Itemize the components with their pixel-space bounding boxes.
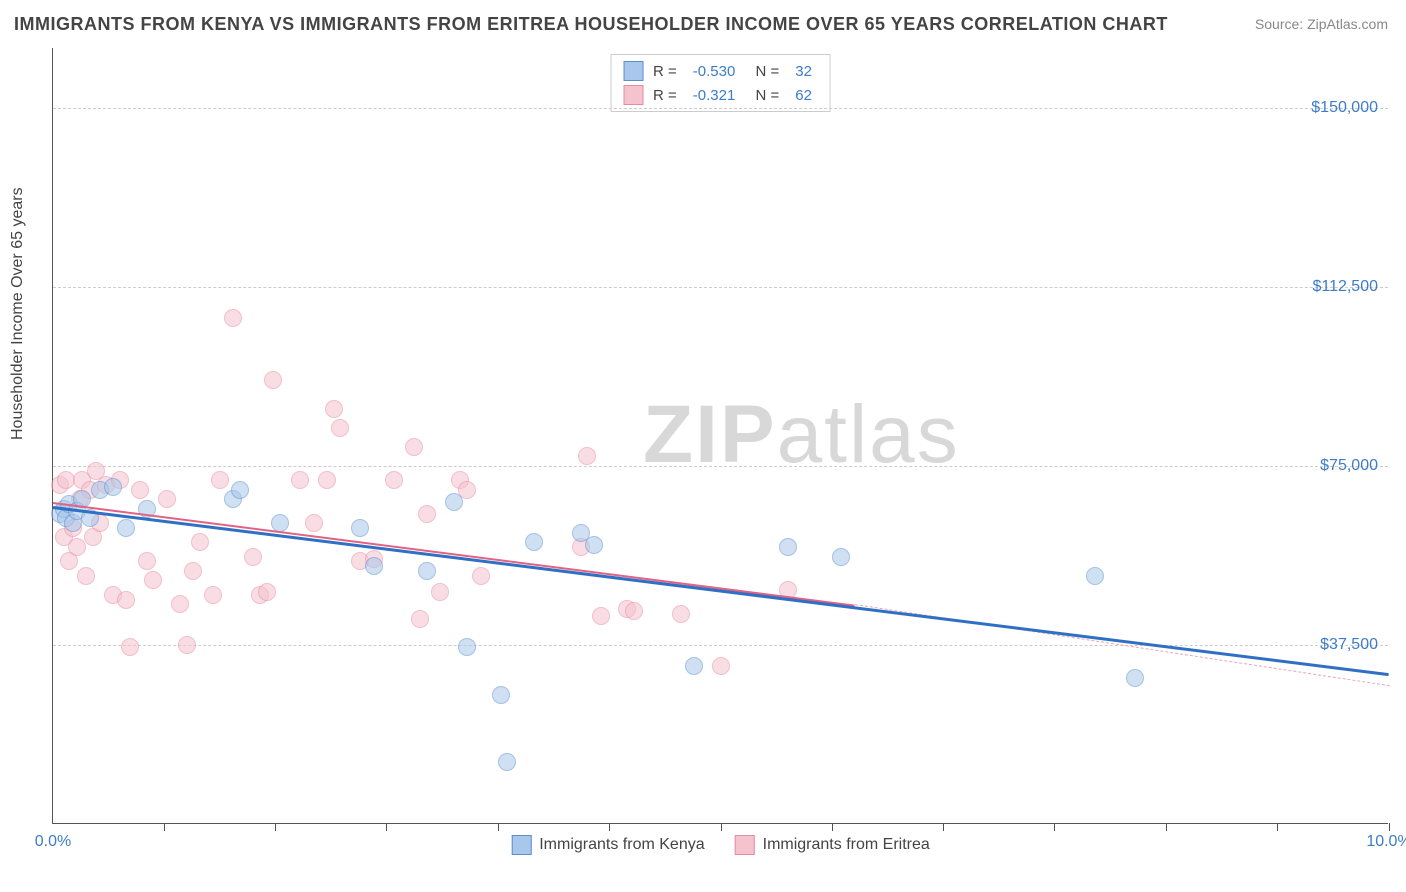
legend-item: Immigrants from Kenya: [511, 835, 704, 855]
data-point: [411, 610, 429, 628]
data-point: [431, 583, 449, 601]
r-value-kenya: -0.530: [687, 63, 742, 80]
x-tick: [1389, 823, 1390, 831]
data-point: [672, 605, 690, 623]
n-value-kenya: 32: [789, 63, 818, 80]
legend-swatch-kenya: [623, 61, 643, 81]
data-point: [318, 471, 336, 489]
x-tick: [609, 823, 610, 831]
correlation-legend: R = -0.530 N = 32 R = -0.321 N = 62: [610, 54, 831, 112]
x-tick: [275, 823, 276, 831]
data-point: [592, 607, 610, 625]
legend-swatch-eritrea: [623, 85, 643, 105]
data-point: [231, 481, 249, 499]
legend-label: Immigrants from Kenya: [539, 836, 704, 854]
gridline: [53, 287, 1388, 288]
x-tick: [1277, 823, 1278, 831]
r-value-eritrea: -0.321: [687, 87, 742, 104]
legend-row-kenya: R = -0.530 N = 32: [623, 59, 818, 83]
y-axis-label: Householder Income Over 65 years: [9, 187, 27, 440]
data-point: [264, 371, 282, 389]
data-point: [331, 419, 349, 437]
chart-container: IMMIGRANTS FROM KENYA VS IMMIGRANTS FROM…: [0, 0, 1406, 892]
data-point: [204, 586, 222, 604]
data-point: [244, 548, 262, 566]
data-point: [158, 490, 176, 508]
data-point: [418, 505, 436, 523]
y-tick-label: $37,500: [1320, 636, 1378, 654]
y-tick-label: $150,000: [1311, 99, 1378, 117]
plot-area: ZIPatlas R = -0.530 N = 32 R = -0.321 N …: [52, 48, 1388, 824]
data-point: [1086, 567, 1104, 585]
data-point: [77, 567, 95, 585]
data-point: [492, 686, 510, 704]
data-point: [578, 447, 596, 465]
legend-label: Immigrants from Eritrea: [763, 836, 930, 854]
data-point: [291, 471, 309, 489]
data-point: [405, 438, 423, 456]
data-point: [385, 471, 403, 489]
data-point: [305, 514, 323, 532]
data-point: [351, 519, 369, 537]
data-point: [211, 471, 229, 489]
x-tick-label: 10.0%: [1366, 833, 1406, 851]
legend-row-eritrea: R = -0.321 N = 62: [623, 83, 818, 107]
x-tick: [943, 823, 944, 831]
data-point: [191, 533, 209, 551]
data-point: [625, 602, 643, 620]
data-point: [171, 595, 189, 613]
data-point: [325, 400, 343, 418]
x-tick: [498, 823, 499, 831]
data-point: [832, 548, 850, 566]
data-point: [138, 552, 156, 570]
x-tick: [721, 823, 722, 831]
data-point: [1126, 669, 1144, 687]
data-point: [131, 481, 149, 499]
series-legend: Immigrants from Kenya Immigrants from Eri…: [511, 835, 930, 855]
gridline: [53, 645, 1388, 646]
data-point: [121, 638, 139, 656]
data-point: [779, 538, 797, 556]
data-point: [258, 583, 276, 601]
data-point: [144, 571, 162, 589]
x-tick: [832, 823, 833, 831]
source-label: Source: ZipAtlas.com: [1255, 16, 1388, 32]
data-point: [418, 562, 436, 580]
gridline: [53, 466, 1388, 467]
data-point: [445, 493, 463, 511]
data-point: [178, 636, 196, 654]
data-point: [472, 567, 490, 585]
watermark: ZIPatlas: [643, 388, 960, 482]
data-point: [117, 519, 135, 537]
x-tick: [386, 823, 387, 831]
data-point: [365, 557, 383, 575]
data-point: [712, 657, 730, 675]
data-point: [117, 591, 135, 609]
data-point: [498, 753, 516, 771]
data-point: [685, 657, 703, 675]
data-point: [104, 478, 122, 496]
data-point: [224, 309, 242, 327]
data-point: [585, 536, 603, 554]
x-tick-label: 0.0%: [35, 833, 71, 851]
gridline: [53, 108, 1388, 109]
data-point: [68, 538, 86, 556]
y-tick-label: $75,000: [1320, 457, 1378, 475]
x-tick: [1166, 823, 1167, 831]
data-point: [184, 562, 202, 580]
legend-swatch: [511, 835, 531, 855]
x-tick: [1054, 823, 1055, 831]
chart-title: IMMIGRANTS FROM KENYA VS IMMIGRANTS FROM…: [14, 14, 1168, 35]
n-value-eritrea: 62: [789, 87, 818, 104]
legend-swatch: [735, 835, 755, 855]
y-tick-label: $112,500: [1312, 278, 1378, 296]
x-tick: [164, 823, 165, 831]
data-point: [525, 533, 543, 551]
data-point: [458, 638, 476, 656]
legend-item: Immigrants from Eritrea: [735, 835, 930, 855]
